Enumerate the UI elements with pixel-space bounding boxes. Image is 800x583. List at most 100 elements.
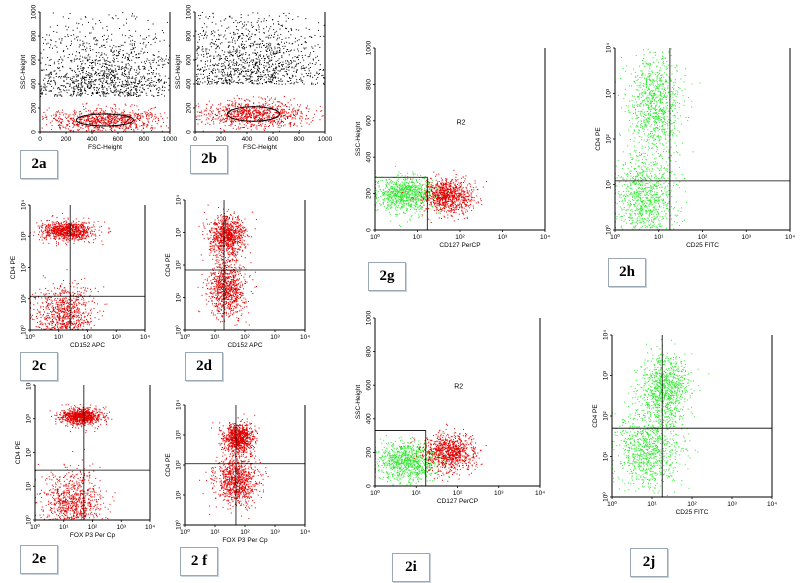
data-point	[310, 36, 312, 38]
data-point	[114, 89, 116, 91]
data-point	[127, 57, 129, 59]
data-point	[154, 115, 156, 117]
data-point	[134, 85, 136, 87]
data-point	[88, 72, 90, 74]
data-point	[40, 95, 42, 97]
data-point	[260, 119, 262, 121]
data-point	[242, 53, 244, 55]
data-point	[87, 128, 89, 130]
data-point	[43, 314, 44, 315]
data-point	[51, 324, 53, 326]
data-point	[108, 70, 110, 72]
data-point	[123, 111, 125, 112]
data-point	[56, 302, 58, 304]
data-point	[92, 112, 94, 114]
data-point	[63, 302, 65, 303]
data-point	[125, 130, 127, 132]
data-point	[66, 300, 68, 302]
data-point	[168, 59, 169, 61]
data-point	[135, 93, 137, 95]
data-point	[142, 91, 143, 93]
data-point	[88, 21, 89, 23]
data-point	[33, 297, 35, 299]
data-point	[256, 71, 258, 73]
data-point	[78, 121, 80, 123]
data-point	[206, 26, 208, 28]
data-point	[225, 107, 227, 109]
data-point	[119, 92, 121, 94]
data-point	[237, 64, 239, 66]
data-point	[266, 45, 268, 47]
data-point	[120, 121, 122, 123]
data-point	[256, 109, 258, 111]
data-point	[136, 127, 138, 129]
data-point	[129, 95, 131, 97]
data-point	[267, 56, 269, 58]
data-point	[284, 45, 286, 47]
data-point	[77, 39, 78, 41]
data-point	[272, 80, 274, 82]
data-point	[136, 53, 137, 55]
data-point	[287, 117, 288, 118]
data-point	[223, 118, 225, 120]
data-point	[251, 72, 253, 74]
data-point	[110, 91, 112, 93]
data-point	[75, 324, 77, 326]
data-point	[128, 78, 130, 79]
data-point	[91, 79, 93, 81]
data-point	[125, 128, 127, 129]
data-point	[300, 51, 302, 52]
data-point	[119, 128, 121, 130]
data-point	[77, 75, 79, 77]
data-point	[267, 112, 269, 113]
data-point	[279, 50, 281, 52]
data-point	[254, 34, 256, 36]
data-point	[197, 41, 199, 43]
data-point	[73, 115, 75, 117]
data-point	[107, 68, 109, 70]
data-point	[62, 320, 64, 322]
data-point	[122, 50, 124, 51]
data-point	[79, 110, 81, 112]
data-point	[79, 91, 81, 93]
data-point	[293, 125, 294, 127]
data-point	[126, 88, 128, 90]
data-point	[134, 120, 135, 122]
data-point	[305, 66, 307, 68]
data-point	[46, 86, 48, 88]
data-point	[130, 81, 132, 83]
data-point	[293, 113, 294, 115]
data-point	[203, 23, 205, 25]
data-point	[64, 317, 66, 319]
data-point	[82, 75, 84, 77]
data-point	[218, 63, 220, 64]
data-point	[96, 108, 98, 110]
data-point	[128, 37, 130, 39]
data-point	[87, 86, 89, 88]
data-point	[130, 94, 132, 96]
data-point	[96, 116, 97, 117]
data-point	[107, 77, 109, 79]
data-point	[216, 81, 218, 83]
data-point	[85, 103, 87, 105]
data-point	[106, 29, 108, 31]
data-point	[125, 85, 127, 87]
data-point	[106, 82, 108, 84]
data-point	[268, 76, 270, 78]
data-point	[127, 94, 129, 96]
data-point	[128, 53, 130, 55]
data-point	[83, 46, 85, 48]
data-point	[286, 41, 288, 43]
data-point	[122, 92, 124, 93]
data-point	[280, 110, 282, 112]
data-point	[88, 321, 89, 323]
data-point	[115, 123, 116, 125]
data-point	[64, 287, 66, 289]
data-point	[38, 239, 40, 241]
data-point	[238, 21, 240, 23]
data-point	[315, 78, 317, 80]
data-point	[221, 82, 223, 84]
data-point	[216, 47, 218, 49]
data-point	[163, 121, 164, 123]
data-point	[70, 311, 72, 313]
